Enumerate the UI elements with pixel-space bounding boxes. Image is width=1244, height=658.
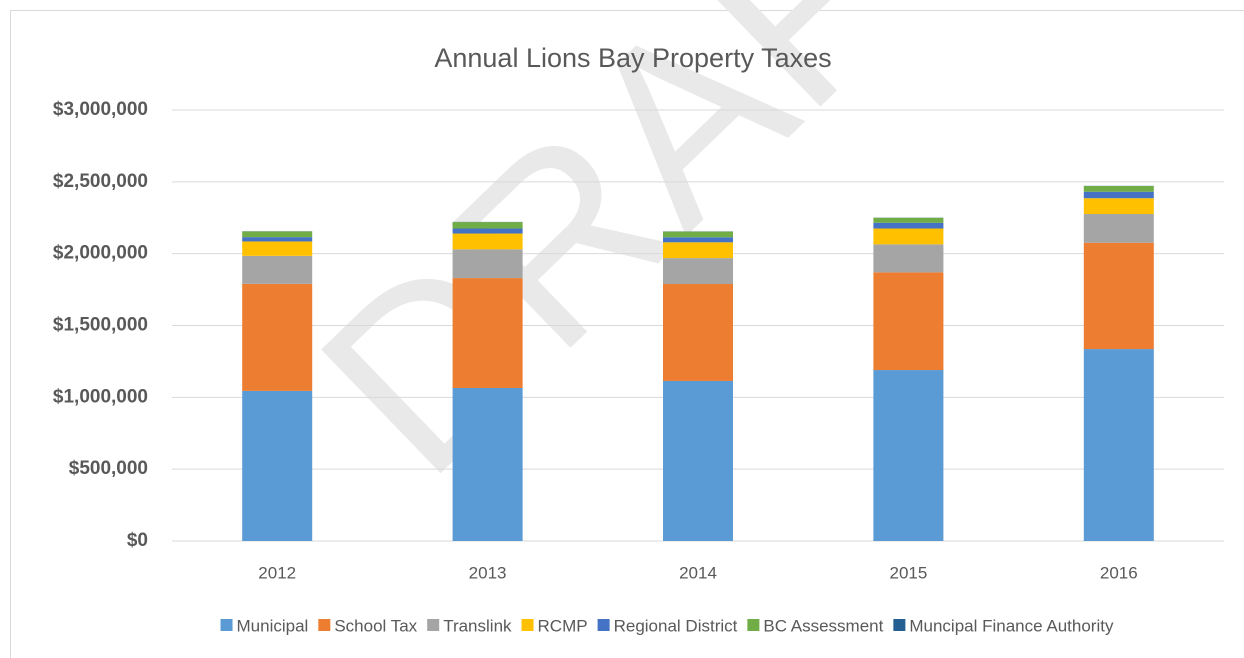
bar-segment	[242, 237, 313, 242]
legend-swatch	[220, 619, 233, 631]
legend-label: Muncipal Finance Authority	[909, 616, 1114, 635]
legend-swatch	[318, 619, 331, 631]
bar-segment	[242, 283, 313, 391]
bar-segment	[452, 249, 523, 279]
legend-swatch	[521, 619, 534, 631]
bar-segment	[873, 228, 944, 245]
bar-segment	[663, 237, 733, 243]
bar-segment	[873, 217, 944, 223]
bar-segment	[452, 222, 523, 229]
bar-segment	[873, 272, 944, 371]
bar-segment	[452, 228, 523, 234]
legend-label: Translink	[443, 616, 512, 635]
y-tick-label: $1,000,000	[53, 386, 148, 407]
x-tick-label: 2012	[258, 563, 296, 582]
bar-segment	[1083, 185, 1154, 192]
bar-segment	[663, 283, 733, 381]
legend-label: Regional District	[614, 616, 738, 635]
bar-segment	[452, 233, 523, 250]
bar-segment	[873, 244, 944, 273]
y-tick-label: $1,500,000	[53, 315, 148, 336]
legend-label: Municipal	[237, 616, 309, 635]
legend-swatch	[597, 619, 610, 631]
bar-segment	[452, 387, 523, 541]
legend-label: BC Assessment	[763, 616, 883, 635]
bar-segment	[1083, 191, 1154, 199]
chart-frame	[10, 10, 1244, 658]
x-tick-label: 2013	[469, 563, 507, 582]
x-tick-label: 2014	[679, 563, 717, 582]
y-tick-label: $2,000,000	[53, 243, 148, 264]
bar-segment	[452, 278, 523, 388]
bar-segment	[873, 370, 944, 541]
y-tick-label: $3,000,000	[53, 99, 148, 120]
bar-segment	[663, 242, 733, 259]
bar-segment	[663, 380, 733, 541]
y-tick-label: $500,000	[69, 458, 148, 479]
bar-segment	[1083, 349, 1154, 541]
legend-swatch	[427, 619, 440, 631]
bar-segment	[663, 258, 733, 284]
x-tick-label: 2015	[889, 563, 927, 582]
chart-title: Annual Lions Bay Property Taxes	[434, 43, 831, 73]
bar-segment	[1083, 198, 1154, 215]
bar-segment	[242, 231, 313, 238]
bar-segment	[242, 255, 313, 284]
x-tick-label: 2016	[1100, 563, 1138, 582]
bar-segment	[663, 231, 733, 238]
bar-segment	[242, 390, 313, 541]
legend-swatch	[893, 619, 906, 631]
legend-label: School Tax	[334, 616, 417, 635]
y-tick-label: $2,500,000	[53, 171, 148, 192]
bar-segment	[873, 222, 944, 229]
bar-segment	[1083, 242, 1154, 350]
legend-label: RCMP	[538, 616, 588, 635]
y-tick-label: $0	[127, 530, 148, 551]
legend-swatch	[747, 619, 760, 631]
bar-segment	[1083, 214, 1154, 243]
bar-segment	[242, 241, 313, 256]
